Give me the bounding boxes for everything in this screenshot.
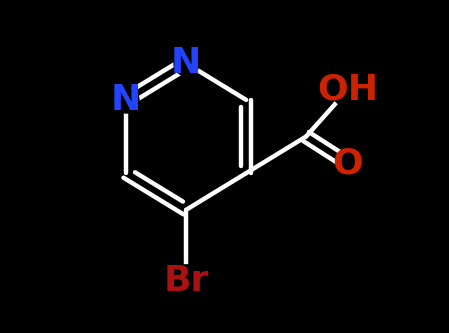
Text: Br: Br (163, 264, 209, 298)
Text: N: N (171, 46, 202, 80)
Text: O: O (332, 146, 363, 180)
Text: OH: OH (317, 73, 378, 107)
Text: N: N (111, 83, 141, 117)
